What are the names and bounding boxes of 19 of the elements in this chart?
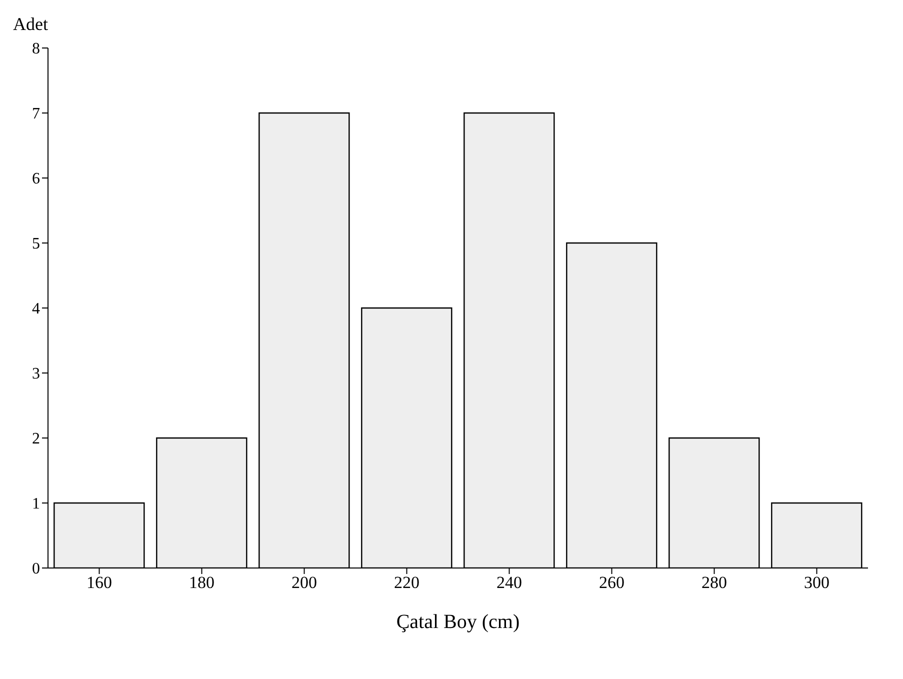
y-tick-label: 5 <box>32 236 40 253</box>
x-tick-label: 160 <box>86 573 112 592</box>
x-axis-title: Çatal Boy (cm) <box>396 611 520 633</box>
x-tick-label: 240 <box>496 573 522 592</box>
x-tick-label: 180 <box>189 573 214 592</box>
x-tick-label: 260 <box>599 573 624 592</box>
x-tick-label: 300 <box>804 573 830 592</box>
x-tick-label: 280 <box>702 573 727 592</box>
y-tick-label: 6 <box>32 170 40 188</box>
y-tick-label: 7 <box>32 106 40 123</box>
y-tick-label: 0 <box>32 560 40 578</box>
y-tick-label: 2 <box>32 430 40 448</box>
y-tick-label: 4 <box>32 300 40 318</box>
y-axis-title: Adet <box>13 14 48 34</box>
y-tick-label: 3 <box>32 366 40 383</box>
x-tick-label: 200 <box>292 573 317 592</box>
y-tick-label: 8 <box>32 40 40 58</box>
x-tick-label: 220 <box>394 573 420 592</box>
y-tick-label: 1 <box>32 496 40 513</box>
